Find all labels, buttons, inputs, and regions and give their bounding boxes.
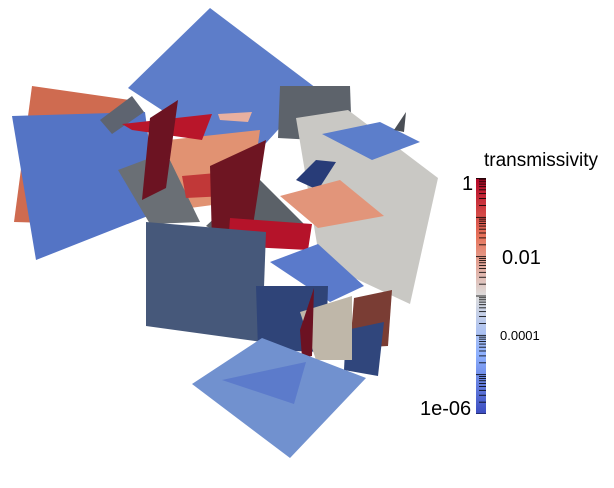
colorbar-tick-label-1e-06: 1e-06 (420, 398, 472, 420)
colorbar-tick-label-1: 1 (462, 173, 474, 195)
fracture-plane-blue-right (322, 122, 420, 160)
fracture-plane-navy-right (344, 322, 384, 376)
fracture-plane-darkred-left (142, 100, 178, 200)
fracture-plane-navy-mid (296, 160, 336, 190)
fracture-plane-salmon-strip (218, 112, 252, 122)
fracture-plane-slate-bottom (146, 222, 266, 342)
fracture-plane-salmon-right (280, 180, 384, 228)
legend-title: transmissivity (484, 150, 599, 171)
colorbar-tick-label-0.0001: 0.0001 (500, 328, 540, 343)
colorbar (476, 178, 486, 414)
fracture-plane-darkred-center (210, 140, 266, 242)
fracture-plane-darkred-needle (300, 288, 314, 358)
fracture-plane-slate-small (100, 96, 144, 134)
fracture-plane-blue-lower (270, 244, 364, 302)
fracture-plane-darkgray-needle (394, 112, 406, 132)
colorbar-tick-label-0.01: 0.01 (502, 247, 541, 269)
fracture-plane-blue-top (128, 8, 316, 165)
fracture-plane-blue-bottom-inner (222, 362, 306, 404)
fracture-plane-blue-left (12, 112, 158, 260)
